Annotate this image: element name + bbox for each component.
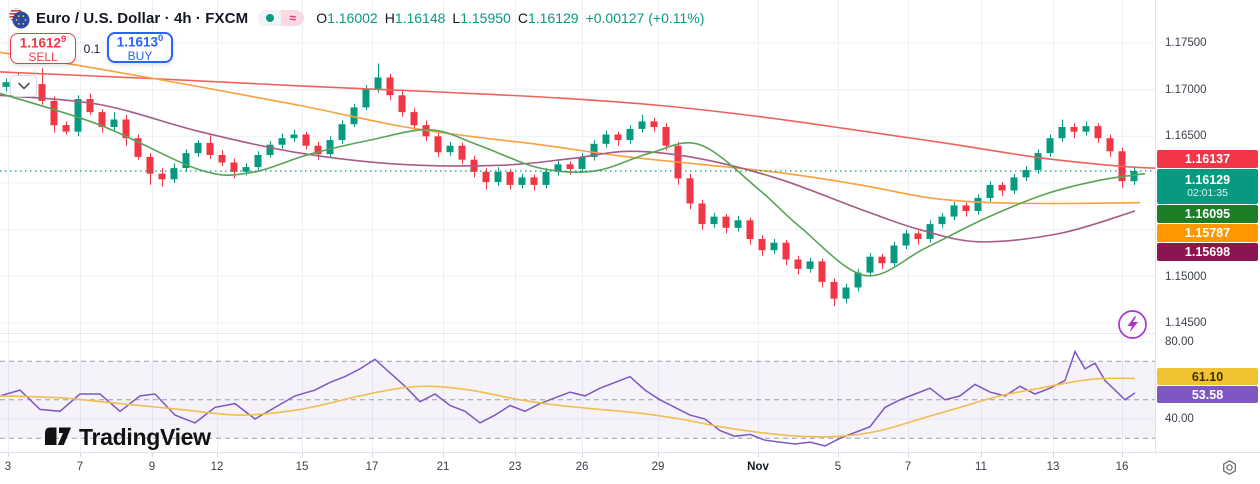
price-axis-label: 80.00 [1165, 336, 1194, 348]
ma-red [0, 71, 1155, 169]
time-axis-tick [80, 453, 81, 457]
time-axis-tick [443, 453, 444, 457]
time-axis-label: 23 [508, 461, 522, 473]
ohlc-readout: O1.16002 H1.16148 L1.15950 C1.16129 +0.0… [316, 10, 704, 26]
tradingview-watermark-text: TradingView [79, 424, 211, 450]
instant-trading-button[interactable] [1117, 309, 1148, 340]
open-label: O [316, 10, 328, 26]
time-axis-tick [8, 453, 9, 457]
time-axis-label: Nov [747, 461, 769, 473]
price-tag: 1.15698 [1157, 243, 1258, 261]
high-value: 1.16148 [394, 10, 446, 26]
time-axis-label: 7 [76, 461, 84, 473]
tradingview-watermark: TradingView [44, 424, 211, 451]
price-tag: 1.15787 [1157, 224, 1258, 242]
price-axis-label: 1.15000 [1165, 271, 1207, 283]
time-axis-tick [981, 453, 982, 457]
current-price-tag: 1.16129 02:01:35 [1157, 169, 1258, 204]
price-tag: 61.10 [1157, 368, 1258, 385]
time-axis-label: 21 [436, 461, 450, 473]
time-axis[interactable]: 3 7 9 12 15 17 21 23 26 29 Nov 5 7 11 13 16 [0, 452, 1260, 484]
price-tag: 1.16095 [1157, 205, 1258, 223]
low-value: 1.15950 [460, 10, 511, 26]
ma-orange [0, 51, 1141, 205]
time-axis-tick [658, 453, 659, 457]
sell-button[interactable]: 1.16129 SELL [10, 33, 76, 64]
market-status-pill[interactable]: ≈ [258, 10, 305, 26]
time-axis-label: 13 [1046, 461, 1060, 473]
buy-button[interactable]: 1.16130 BUY [107, 32, 173, 63]
market-open-dot-icon [258, 10, 282, 26]
time-axis-tick [838, 453, 839, 457]
time-axis-tick [302, 453, 303, 457]
time-axis-label: 11 [975, 461, 987, 473]
bar-countdown: 02:01:35 [1187, 187, 1228, 199]
sell-label: SELL [28, 49, 58, 64]
time-axis-tick [758, 453, 759, 457]
open-value: 1.16002 [327, 10, 378, 26]
price-axis-label: 40.00 [1165, 413, 1194, 425]
time-axis-tick [217, 453, 218, 457]
time-axis-tick [1053, 453, 1054, 457]
time-axis-label: 12 [210, 461, 224, 473]
lightning-bolt-icon [1118, 310, 1147, 339]
price-axis-label: 1.17000 [1165, 84, 1207, 96]
time-axis-label: 16 [1115, 461, 1129, 473]
time-axis-label: 9 [148, 461, 156, 473]
change-value: +0.00127 (+0.11%) [585, 10, 705, 26]
time-axis-label: 15 [295, 461, 309, 473]
time-axis-label: 26 [575, 461, 589, 473]
currency-pair-icon [8, 7, 30, 29]
time-axis-label: 29 [651, 461, 665, 473]
time-axis-label: 5 [834, 461, 842, 473]
time-axis-label: 3 [4, 461, 12, 473]
price-tag: 1.16137 [1157, 150, 1258, 168]
approx-price-icon: ≈ [281, 10, 305, 26]
axis-settings-gear-icon[interactable] [1221, 459, 1238, 476]
symbol-title[interactable]: Euro / U.S. Dollar · 4h · FXCM [36, 9, 249, 27]
time-axis-tick [515, 453, 516, 457]
time-axis-tick [582, 453, 583, 457]
collapse-trade-panel-button[interactable] [10, 75, 37, 97]
sell-price: 1.16129 [19, 34, 67, 51]
buy-label: BUY [127, 48, 153, 63]
low-label: L [452, 10, 461, 26]
chevron-down-icon [17, 82, 30, 90]
high-label: H [384, 10, 395, 26]
ma-green [0, 92, 1146, 277]
time-axis-tick [372, 453, 373, 457]
pane-separator[interactable] [0, 333, 1260, 334]
time-axis-label: 7 [904, 461, 912, 473]
tradingview-logo-icon [45, 427, 71, 445]
spread-value: 0.1 [83, 42, 101, 56]
close-label: C [517, 10, 528, 26]
rsi-ma-line [0, 377, 1136, 438]
time-axis-tick [152, 453, 153, 457]
time-axis-tick [908, 453, 909, 457]
close-value: 1.16129 [527, 10, 579, 26]
time-axis-label: 17 [365, 461, 379, 473]
chart-header: Euro / U.S. Dollar · 4h · FXCM ≈ O1.1600… [8, 7, 704, 29]
buy-price: 1.16130 [116, 33, 164, 50]
rsi-line [0, 349, 1136, 447]
time-axis-tick [1122, 453, 1123, 457]
price-axis-label: 1.16500 [1165, 130, 1207, 142]
chart-canvas[interactable] [0, 0, 1155, 452]
price-axis[interactable]: 1.17500 1.17000 1.16500 1.15000 1.14500 80.00… [1155, 0, 1260, 452]
price-axis-label: 1.17500 [1165, 37, 1207, 49]
price-tag: 53.58 [1157, 386, 1258, 403]
price-axis-label: 1.14500 [1165, 317, 1207, 329]
